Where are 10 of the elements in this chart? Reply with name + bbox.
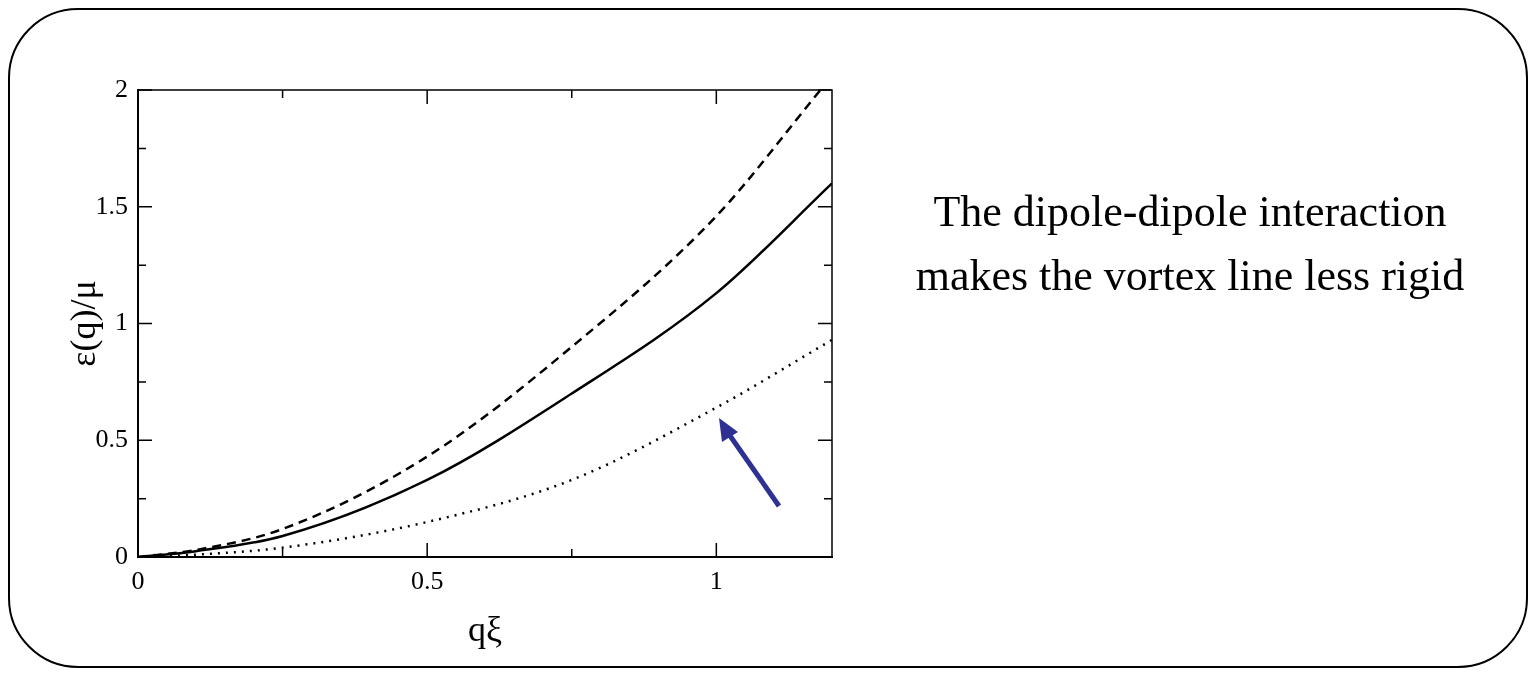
text: The dipole-dipole interaction makes the vortex line less rigid: [914, 186, 1466, 302]
y-tick-label: 2: [115, 73, 128, 103]
x-tick-label: 0.5: [410, 566, 444, 596]
y-tick-label: 0: [115, 540, 128, 570]
y-tick-label: 1: [115, 307, 128, 337]
x-axis-title: qξ: [467, 608, 503, 649]
x-tick-label: 1: [709, 566, 723, 596]
y-tick-label: 0.5: [95, 424, 128, 454]
y-tick-label: 1.5: [95, 190, 128, 220]
y-axis-title: ε(q)/μ: [63, 280, 104, 367]
